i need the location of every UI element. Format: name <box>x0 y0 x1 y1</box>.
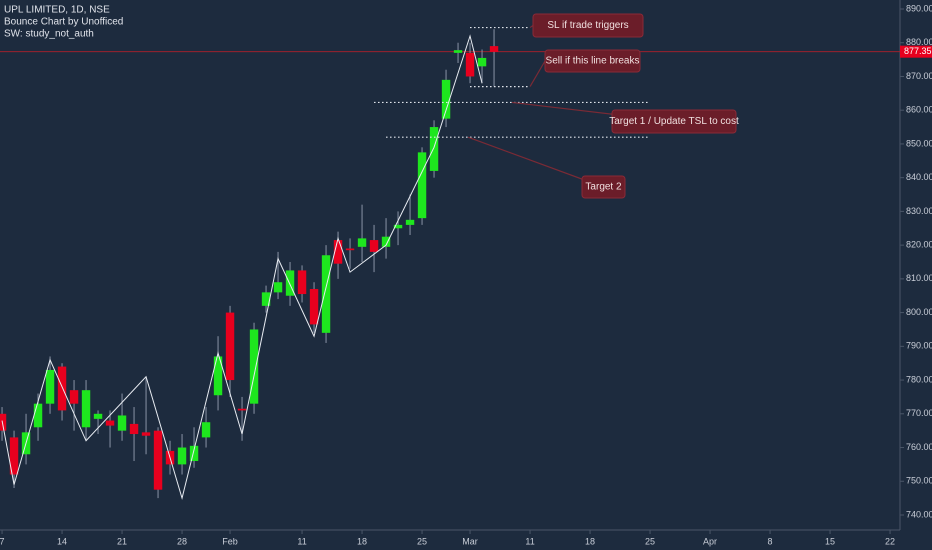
candle-body <box>321 255 331 333</box>
annotation-text: Target 2 <box>585 182 622 193</box>
x-tick-label: 14 <box>57 536 67 546</box>
y-tick-label: 780.00 <box>906 374 932 384</box>
x-tick-label: 11 <box>525 536 534 546</box>
study-name: Bounce Chart by Unofficed <box>4 17 123 28</box>
annotation-box <box>544 49 641 73</box>
x-tick-label: 21 <box>117 536 127 546</box>
annotation-box <box>532 13 644 38</box>
candle-body <box>453 50 463 53</box>
zigzag-line <box>1 34 483 501</box>
annotation-text: Target 1 / Update TSL to cost <box>609 116 739 127</box>
y-tick-label: 810.00 <box>906 273 932 283</box>
candle-body <box>237 408 247 411</box>
x-tick-label: 28 <box>177 536 187 546</box>
chart-title: UPL LIMITED, 1D, NSE <box>4 5 110 16</box>
y-tick-label: 860.00 <box>906 105 932 115</box>
candle-body <box>57 366 67 411</box>
candle-body <box>489 46 499 52</box>
y-tick-label: 740.00 <box>906 509 932 519</box>
y-tick-label: 770.00 <box>906 408 932 418</box>
annotation-text: Sell if this line breaks <box>546 56 640 67</box>
candle-body <box>273 282 283 293</box>
annotation-box <box>581 175 626 199</box>
candle-body <box>9 437 19 475</box>
candle-body <box>441 79 451 119</box>
x-tick-label: 15 <box>825 536 835 546</box>
y-tick-label: 890.00 <box>906 3 932 13</box>
candle-body <box>357 238 367 247</box>
candle-body <box>177 447 187 465</box>
x-tick-label: Apr <box>703 536 717 546</box>
candle-body <box>225 312 235 381</box>
y-tick-label: 760.00 <box>906 442 932 452</box>
y-tick-label: 830.00 <box>906 206 932 216</box>
candle-body <box>465 52 475 77</box>
plot <box>0 25 900 501</box>
x-tick-label: 22 <box>885 536 895 546</box>
candle-body <box>393 224 403 229</box>
x-tick-label: Feb <box>222 536 238 546</box>
y-tick-label: 880.00 <box>906 37 932 47</box>
annotation-pointer <box>529 60 546 87</box>
x-tick-label: 8 <box>768 536 773 546</box>
candle-body <box>0 413 7 431</box>
annotation-text: SL if trade triggers <box>547 20 628 31</box>
annotation-box <box>611 109 737 134</box>
candle-body <box>117 415 127 431</box>
candle-body <box>129 423 139 435</box>
study-note: SW: study_not_auth <box>4 29 94 40</box>
candle-body <box>81 390 91 428</box>
candle-body <box>309 288 319 325</box>
candle-body <box>417 152 427 219</box>
candle-body <box>477 57 487 67</box>
candle-body <box>69 390 79 404</box>
candle-body <box>33 403 43 428</box>
candle-body <box>285 270 295 296</box>
x-tick-label: Mar <box>462 536 478 546</box>
candle-body <box>213 356 223 396</box>
candle-body <box>429 127 439 171</box>
candle-body <box>297 270 307 295</box>
candle-body <box>153 430 163 490</box>
candle-body <box>333 240 343 264</box>
y-tick-label: 790.00 <box>906 341 932 351</box>
y-tick-label: 820.00 <box>906 240 932 250</box>
candle-body <box>405 219 415 225</box>
y-tick-label: 840.00 <box>906 172 932 182</box>
candle-body <box>141 432 151 436</box>
candle-body <box>201 422 211 438</box>
y-tick-label: 850.00 <box>906 138 932 148</box>
annotation-pointer <box>467 136 604 188</box>
y-tick-label: 870.00 <box>906 71 932 81</box>
x-tick-label: 11 <box>297 536 306 546</box>
candle-body <box>93 413 103 419</box>
candle-body <box>249 329 259 404</box>
x-tick-label: 25 <box>417 536 427 546</box>
x-tick-label: 18 <box>585 536 595 546</box>
last-price-label: 877.35 <box>904 46 932 56</box>
candle-body <box>261 292 271 306</box>
candle-body <box>345 248 355 251</box>
y-tick-label: 800.00 <box>906 307 932 317</box>
x-tick-label: 18 <box>357 536 367 546</box>
candle-body <box>105 420 115 426</box>
y-tick-label: 750.00 <box>906 476 932 486</box>
candle-body <box>189 445 199 462</box>
x-tick-label: 25 <box>645 536 655 546</box>
last-price-box <box>900 45 932 58</box>
candle-body <box>45 369 55 404</box>
candle-body <box>381 236 391 247</box>
candle-body <box>369 240 379 252</box>
x-tick-label: 7 <box>0 536 5 546</box>
